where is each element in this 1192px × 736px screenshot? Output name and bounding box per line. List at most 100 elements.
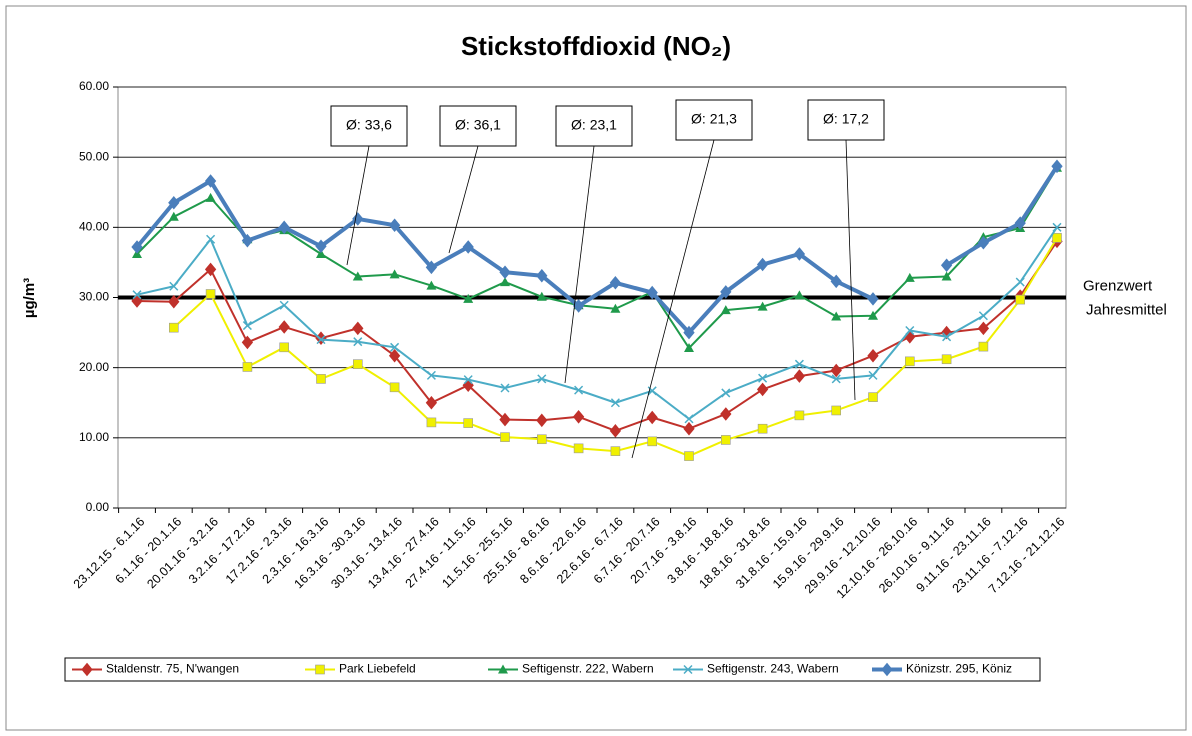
data-point	[756, 257, 769, 272]
data-point	[499, 265, 511, 280]
annotation-leader	[845, 139, 856, 401]
legend-marker	[683, 664, 693, 675]
annotation-box	[330, 105, 408, 147]
data-point	[131, 240, 143, 254]
data-point	[388, 348, 401, 363]
data-point	[978, 311, 988, 321]
annotation-box	[439, 105, 517, 147]
data-point	[352, 359, 363, 369]
data-point	[426, 280, 437, 290]
data-point	[757, 423, 768, 434]
data-point	[500, 432, 510, 442]
legend-label: Könizstr. 295, Köniz	[906, 662, 1012, 676]
data-point	[316, 248, 326, 258]
data-point	[647, 386, 657, 396]
data-point	[462, 240, 474, 254]
data-point	[132, 290, 142, 300]
data-point	[720, 435, 731, 445]
data-point	[205, 289, 216, 299]
annotation: Ø: 36,1	[455, 117, 501, 133]
data-point	[868, 392, 878, 402]
data-point	[205, 192, 216, 202]
series-line	[136, 226, 1058, 420]
data-point	[904, 356, 915, 367]
y-tick-label: 60.00	[79, 79, 109, 93]
data-point	[536, 291, 547, 301]
data-point	[389, 382, 400, 393]
data-point	[536, 268, 548, 283]
data-point	[684, 451, 694, 461]
annotation: Ø: 23,1	[571, 117, 617, 133]
data-point	[610, 303, 621, 313]
data-point	[500, 383, 510, 393]
data-point	[352, 321, 364, 336]
data-point	[536, 413, 548, 428]
legend-box	[64, 657, 1041, 682]
data-point	[610, 446, 621, 456]
data-point	[572, 410, 585, 424]
annotation-box	[675, 99, 753, 141]
data-point	[278, 220, 290, 235]
data-point	[942, 332, 952, 342]
chart-title: Stickstoffdioxid (NO₂)	[461, 31, 731, 61]
data-point	[352, 271, 363, 281]
data-point	[499, 412, 511, 427]
data-point	[684, 414, 694, 424]
legend-marker	[498, 664, 508, 674]
data-point	[1052, 222, 1062, 232]
legend-marker	[81, 662, 93, 677]
annotation-leader	[346, 145, 370, 266]
data-point	[647, 436, 658, 447]
y-tick-label: 40.00	[79, 220, 109, 234]
data-point	[206, 234, 216, 244]
legend-label: Seftigenstr. 222, Wabern	[522, 662, 654, 676]
data-point	[977, 235, 990, 250]
data-point	[316, 374, 326, 384]
data-point	[390, 342, 400, 352]
data-point	[388, 218, 401, 233]
data-point	[830, 363, 842, 378]
legend-label: Staldenstr. 75, N'wangen	[106, 662, 239, 676]
data-point	[830, 274, 842, 289]
series-line	[136, 167, 1058, 350]
data-point	[868, 370, 878, 380]
y-tick-label: 30.00	[79, 290, 109, 304]
data-point	[721, 388, 731, 398]
data-point	[241, 233, 254, 248]
data-point	[279, 342, 290, 353]
data-point	[941, 354, 952, 365]
data-point	[904, 272, 915, 282]
data-point	[905, 325, 915, 336]
data-point	[1051, 159, 1063, 174]
data-point	[169, 322, 179, 333]
data-point	[426, 417, 437, 428]
annotation: Ø: 33,6	[346, 117, 392, 133]
y-tick-label: 0.00	[86, 500, 110, 514]
data-point	[573, 443, 584, 454]
data-point	[463, 293, 474, 303]
data-point	[720, 305, 731, 315]
y-tick-label: 20.00	[79, 360, 109, 374]
data-point	[831, 374, 841, 384]
reference-label: Grenzwert	[1083, 277, 1153, 294]
data-point	[868, 310, 878, 320]
data-point	[241, 335, 254, 350]
data-point	[315, 239, 327, 254]
data-point	[463, 418, 474, 428]
data-point	[610, 398, 620, 408]
data-point	[425, 260, 438, 275]
annotation-box	[807, 99, 885, 141]
legend-label: Park Liebefeld	[339, 662, 416, 676]
data-point	[168, 195, 180, 210]
data-point	[279, 300, 289, 310]
data-point	[720, 407, 732, 421]
data-point	[425, 395, 438, 410]
legend-marker	[881, 662, 893, 677]
data-point	[572, 299, 585, 313]
data-point	[537, 374, 547, 384]
data-point	[316, 335, 326, 345]
data-point	[756, 382, 769, 397]
data-point	[978, 341, 989, 352]
data-point	[242, 321, 252, 331]
